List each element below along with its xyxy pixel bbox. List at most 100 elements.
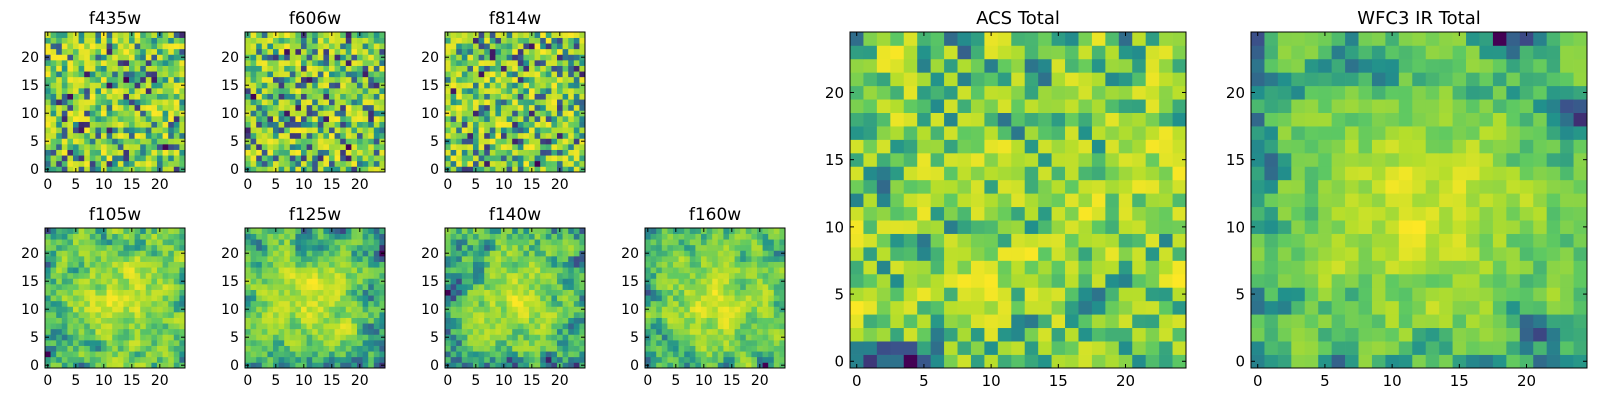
heatmap-cell [151, 144, 158, 150]
heatmap-cell [323, 312, 330, 318]
heatmap-cell [173, 43, 180, 50]
heatmap-cell [295, 317, 302, 324]
heatmap-cell [568, 228, 575, 234]
heatmap-cell [117, 132, 124, 139]
heatmap-cell [351, 54, 358, 61]
heatmap-cell [101, 278, 107, 285]
heatmap-cell [445, 345, 451, 352]
heatmap-cell [168, 65, 175, 72]
heatmap-cell [970, 287, 985, 302]
heatmap-cell [461, 121, 468, 128]
heatmap-cell [61, 278, 68, 285]
heatmap-cell [917, 300, 931, 315]
heatmap-cell [334, 71, 341, 78]
heatmap-cell [545, 289, 552, 296]
heatmap-cell [306, 88, 313, 94]
heatmap-cell [101, 132, 107, 139]
heatmap-cell [562, 228, 569, 234]
heatmap-cell [450, 345, 457, 352]
heatmap-cell [261, 261, 268, 268]
heatmap-cell [89, 155, 96, 162]
heatmap-cell [489, 132, 496, 139]
heatmap-cell [312, 300, 319, 307]
heatmap-cell [112, 110, 119, 117]
heatmap-cell [301, 295, 307, 302]
heatmap-cell [67, 323, 74, 330]
heatmap-cell [701, 267, 707, 274]
heatmap-cell [289, 233, 296, 240]
x-tick-label: 5 [671, 373, 680, 389]
heatmap-cell [45, 71, 51, 78]
heatmap-cell [117, 228, 124, 234]
heatmap-cell [317, 32, 324, 38]
heatmap-cell [267, 267, 274, 274]
heatmap-cell [50, 233, 57, 240]
heatmap-cell [95, 312, 102, 318]
heatmap-cell [650, 267, 657, 274]
heatmap-cell [179, 244, 186, 251]
heatmap-cell [157, 239, 163, 246]
heatmap-cell [723, 312, 730, 318]
heatmap-cell [157, 132, 163, 139]
heatmap-cell [467, 127, 474, 134]
heatmap-cell [89, 312, 96, 318]
heatmap-cell [717, 300, 724, 307]
heatmap-cell [168, 155, 175, 162]
heatmap-cell [368, 48, 375, 55]
heatmap-cell [501, 116, 507, 122]
heatmap-cell [379, 60, 386, 66]
heatmap-cell [562, 43, 569, 50]
heatmap-cell [661, 261, 668, 268]
heatmap-cell [357, 121, 363, 128]
heatmap-cell [850, 220, 864, 234]
heatmap-cell [1091, 247, 1106, 261]
heatmap-cell [129, 110, 135, 117]
heatmap-cell [284, 312, 291, 318]
heatmap-cell [340, 48, 347, 55]
heatmap-cell [661, 345, 668, 352]
heatmap-cell [495, 239, 502, 246]
heatmap-cell [145, 127, 152, 134]
heatmap-cell [903, 233, 918, 248]
heatmap-cell [261, 356, 268, 363]
heatmap-cell [89, 334, 96, 341]
heatmap-cell [762, 345, 769, 352]
heatmap-cell [317, 166, 324, 173]
heatmap-cell [61, 250, 68, 257]
heatmap-cell [673, 272, 679, 279]
heatmap-cell [162, 76, 169, 83]
heatmap-cell [568, 256, 575, 262]
heatmap-cell [517, 71, 524, 78]
heatmap-cell [351, 323, 358, 330]
heatmap-cell [323, 228, 330, 234]
heatmap-cell [312, 76, 319, 83]
heatmap-cell [478, 228, 485, 234]
heatmap-cell [467, 261, 474, 268]
heatmap-cell [345, 65, 352, 72]
heatmap-cell [106, 76, 113, 83]
heatmap-cell [984, 287, 999, 302]
heatmap-cell [461, 278, 468, 285]
heatmap-cell [289, 261, 296, 268]
heatmap-cell [729, 340, 735, 346]
heatmap-cell [84, 328, 91, 335]
heatmap-cell [1065, 193, 1079, 208]
heatmap-cell [56, 88, 63, 94]
heatmap-cell [329, 60, 335, 66]
heatmap-cell [351, 160, 358, 167]
heatmap-cell [997, 273, 1012, 288]
heatmap-cell [717, 312, 724, 318]
heatmap-cell [284, 32, 291, 38]
heatmap-cell [261, 323, 268, 330]
heatmap-cell [545, 340, 552, 346]
heatmap-cell [250, 71, 257, 78]
heatmap-cell [506, 32, 513, 38]
heatmap-cell [179, 261, 186, 268]
heatmap-cell [512, 71, 519, 78]
heatmap-cell [997, 193, 1012, 208]
heatmap-cell [145, 323, 152, 330]
heatmap-cell [289, 345, 296, 352]
heatmap-cell [273, 334, 279, 341]
heatmap-cell [117, 323, 124, 330]
heatmap-cell [876, 273, 891, 288]
